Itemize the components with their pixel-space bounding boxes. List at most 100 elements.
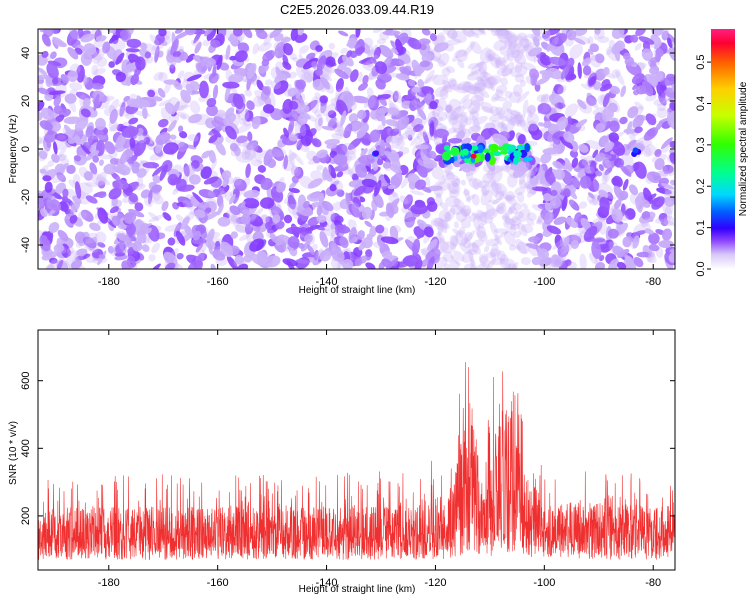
- spectrogram-cell: [294, 32, 308, 44]
- spectrogram-cell: [500, 77, 509, 86]
- spectrogram-cell: [634, 43, 642, 51]
- spectrogram-cell: [73, 155, 81, 162]
- spectrogram-cell: [483, 245, 490, 253]
- spectrogram-cell: [111, 215, 121, 226]
- spectrogram-cell: [475, 209, 488, 226]
- spectrogram-cell: [529, 68, 540, 80]
- spectrogram-cell: [53, 141, 58, 155]
- spectrogram-cell: [612, 175, 623, 188]
- y-tick-label: -40: [20, 237, 32, 253]
- spectrogram-cell: [661, 137, 673, 149]
- spectrogram-cell: [267, 148, 284, 158]
- spectrogram-cell: [109, 108, 118, 124]
- spectrogram-cell: [217, 216, 231, 227]
- spectrogram-cell: [98, 254, 106, 259]
- spectrogram-cell: [143, 137, 151, 145]
- spectrogram-cell: [48, 90, 66, 95]
- spectrogram-cell: [476, 61, 484, 67]
- spectrogram-cell: [370, 56, 377, 64]
- spectrogram-cell: [553, 216, 567, 225]
- spectrogram-cell: [581, 57, 592, 67]
- spectrogram-cell: [669, 140, 675, 149]
- spectrogram-cell: [169, 64, 176, 74]
- spectrogram-cell: [485, 238, 500, 247]
- spectrogram-cell: [108, 35, 119, 44]
- spectrogram-cell: [502, 213, 510, 220]
- spectrogram-cell: [479, 255, 491, 269]
- spectrogram-cell: [237, 42, 250, 53]
- spectrogram-cell: [57, 144, 68, 159]
- spectrogram-cell: [300, 144, 310, 153]
- spectrogram-cell: [622, 236, 632, 248]
- spectrogram-cell: [474, 79, 486, 90]
- spectrogram-cell: [399, 195, 409, 205]
- spectrogram-cell: [613, 198, 622, 210]
- spectrogram-cell: [598, 163, 604, 172]
- spectrogram-cell: [572, 179, 581, 189]
- spectrogram-cell: [579, 253, 587, 269]
- spectrogram-cell: [453, 221, 460, 229]
- spectrogram-cell: [453, 113, 468, 124]
- spectrogram-cell: [481, 106, 495, 114]
- spectrogram-cell: [351, 202, 362, 219]
- spectrogram-cell: [514, 211, 524, 220]
- spectrogram-cell: [491, 120, 507, 132]
- spectrogram-cell: [244, 148, 257, 161]
- spectrogram-cell: [653, 97, 668, 106]
- spectrogram-cell: [404, 194, 413, 205]
- spectrogram-cell: [286, 153, 297, 162]
- spectrogram-cell: [531, 256, 542, 266]
- spectrogram-cell: [478, 253, 489, 264]
- spectrogram-cell: [128, 117, 139, 125]
- spectrogram-cell: [527, 104, 537, 114]
- spectrogram-cell: [263, 104, 275, 114]
- spectrogram-cell: [503, 164, 511, 173]
- x-tick-label: -80: [645, 276, 661, 288]
- spectrogram-cell: [246, 140, 259, 150]
- spectrogram-cell: [552, 160, 564, 170]
- spectrogram-cell: [611, 29, 625, 39]
- spectrogram-cell: [77, 182, 93, 195]
- spectrogram-cell: [96, 176, 111, 186]
- spectrogram-cell: [285, 226, 304, 235]
- spectrogram-cell: [282, 42, 294, 56]
- spectrogram-cell: [193, 132, 201, 148]
- spectrogram-cell: [168, 96, 180, 108]
- spectrogram-cell: [80, 51, 93, 66]
- spectrogram-cell: [494, 106, 503, 115]
- spectrogram-cell: [418, 128, 427, 137]
- spectrogram-cell: [441, 219, 450, 230]
- spectrogram-cell: [441, 79, 454, 92]
- spectrogram-cell: [605, 46, 613, 56]
- spectrogram-cell: [351, 235, 360, 244]
- spectrogram-cell: [528, 47, 542, 57]
- spectrogram-cell: [556, 116, 568, 131]
- spectrogram-cell: [348, 227, 357, 244]
- spectrogram-cell: [634, 161, 647, 179]
- spectrogram-cell: [95, 129, 104, 138]
- spectrogram-cell: [392, 117, 408, 132]
- spectrogram-cell: [468, 69, 482, 77]
- spectrogram-cell: [449, 98, 462, 110]
- spectrogram-cell: [549, 56, 567, 66]
- spectrogram-cell: [296, 139, 303, 151]
- spectrogram-cell: [348, 113, 359, 123]
- spectrogram-cell: [496, 203, 507, 214]
- spectrogram-cell: [295, 259, 310, 264]
- spectrogram-cell: [440, 241, 457, 254]
- spectrogram-cell: [347, 137, 362, 151]
- spectrogram-cell: [216, 54, 223, 70]
- spectrogram-cell: [288, 149, 295, 168]
- spectrogram-cell: [510, 110, 521, 120]
- y-tick-label: 20: [20, 95, 32, 107]
- spectrogram-cell: [330, 222, 336, 230]
- spectrogram-cell: [296, 92, 306, 102]
- spectrogram-cell: [470, 258, 477, 269]
- spectrogram-cell: [532, 204, 544, 212]
- spectrogram-cell: [362, 62, 376, 72]
- spectrogram-cell: [334, 125, 343, 133]
- spectrogram-cell: [202, 39, 210, 47]
- spectrogram-cell: [550, 197, 562, 209]
- spectrogram-cell: [119, 29, 129, 41]
- spectrogram-cell: [361, 206, 373, 220]
